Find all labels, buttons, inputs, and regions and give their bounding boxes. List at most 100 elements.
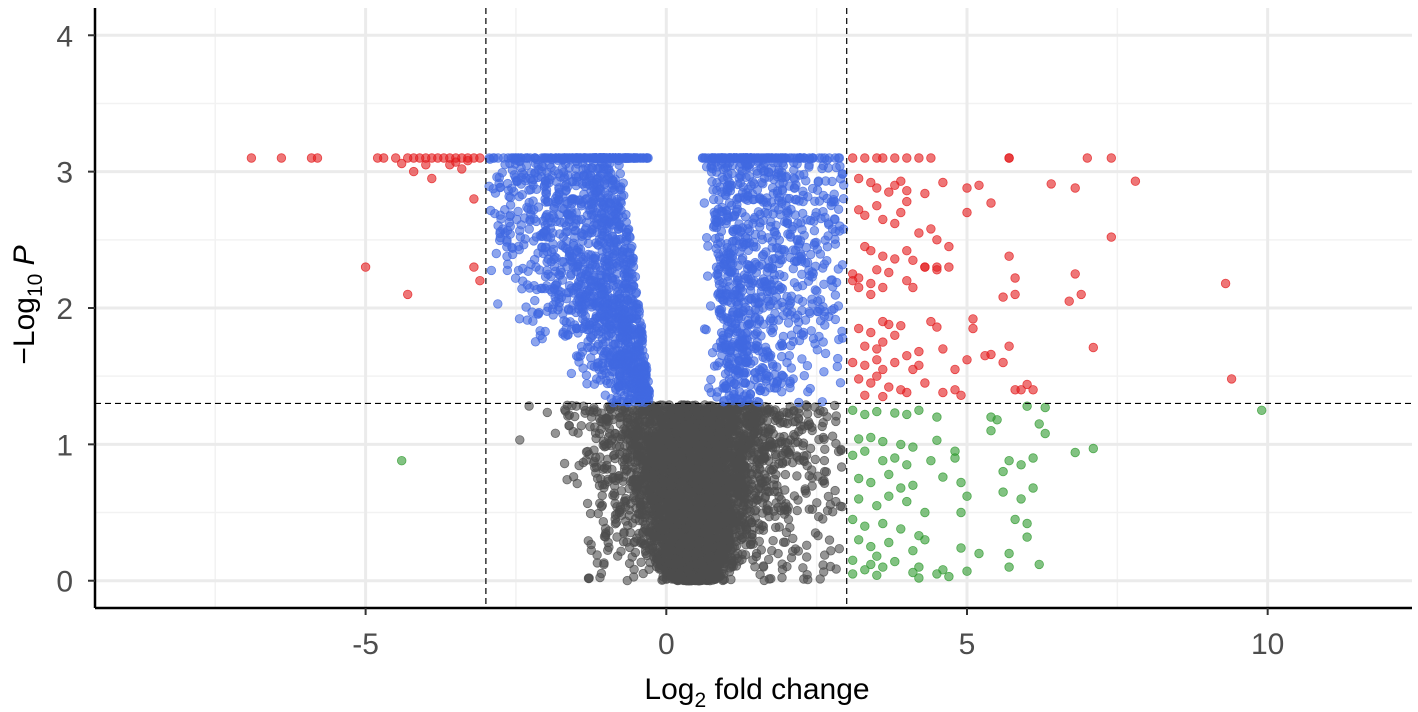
not-significant-point: [665, 490, 676, 500]
not-significant-point: [814, 434, 824, 445]
not-significant-point: [631, 486, 642, 496]
not-significant-point: [746, 539, 756, 550]
not-significant-point: [621, 516, 631, 526]
not-significant-point: [741, 411, 752, 421]
not-significant-point: [559, 458, 570, 469]
not-significant-point: [592, 462, 602, 472]
not-significant-point: [790, 438, 800, 448]
not-significant-point: [784, 408, 795, 419]
not-significant-point: [834, 544, 845, 554]
not-significant-point: [778, 537, 789, 547]
not-significant-point: [568, 472, 579, 482]
not-significant-point: [837, 502, 847, 512]
not-significant-point: [799, 456, 810, 467]
not-significant-point: [819, 478, 830, 489]
not-significant-point: [802, 570, 812, 580]
not-significant-point: [596, 424, 606, 434]
not-significant-point: [783, 514, 794, 525]
not-significant-point: [599, 558, 609, 568]
not-significant-point: [831, 411, 842, 421]
not-significant-point: [602, 413, 612, 424]
not-significant-point: [830, 485, 840, 496]
not-significant-point: [582, 498, 593, 509]
not-significant-point: [592, 550, 602, 560]
not-significant-point: [796, 421, 806, 431]
not-significant-point: [768, 536, 778, 546]
not-significant-point: [599, 483, 609, 493]
not-significant-point: [807, 422, 817, 433]
not-significant-point: [734, 439, 745, 449]
not-significant-point: [768, 429, 779, 439]
not-significant-point: [595, 452, 605, 462]
not-significant-point: [627, 552, 637, 562]
not-significant-point: [656, 487, 667, 498]
not-significant-point: [798, 563, 808, 573]
not-significant-point: [612, 532, 622, 542]
not-significant-point: [515, 435, 525, 445]
not-significant-point: [780, 469, 791, 480]
not-significant-point: [611, 441, 622, 452]
not-significant-point: [585, 422, 595, 432]
not-significant-point: [550, 428, 561, 439]
not-significant-point: [654, 555, 664, 566]
not-significant-point: [770, 449, 781, 460]
not-significant-point: [810, 454, 821, 465]
not-significant-point: [802, 552, 812, 562]
not-significant-point: [788, 533, 798, 544]
not-significant-point: [754, 482, 765, 492]
not-significant-point: [771, 522, 781, 533]
not-significant-point: [636, 557, 646, 568]
not-significant-point: [804, 504, 815, 514]
not-significant-point: [646, 447, 657, 457]
not-significant-point: [800, 484, 810, 494]
not-significant-point: [818, 514, 828, 524]
not-significant-point: [755, 569, 765, 580]
not-significant-point: [728, 421, 739, 432]
not-significant-point: [818, 560, 828, 570]
not-significant-point: [595, 572, 605, 583]
not-significant-points: [515, 400, 847, 586]
not-significant-point: [601, 529, 611, 540]
not-significant-point: [773, 487, 783, 497]
not-significant-point: [721, 415, 731, 426]
not-significant-point: [610, 519, 621, 529]
not-significant-point: [819, 455, 830, 466]
not-significant-point: [738, 500, 749, 510]
not-significant-point: [751, 418, 761, 428]
not-significant-point: [774, 438, 784, 448]
not-significant-point: [615, 412, 626, 422]
not-significant-point: [737, 532, 748, 543]
not-significant-point: [762, 416, 772, 426]
not-significant-point: [820, 550, 830, 560]
not-significant-point: [807, 465, 817, 475]
not-significant-point: [597, 490, 607, 501]
not-significant-point: [785, 522, 795, 533]
not-significant-point: [642, 550, 652, 561]
not-significant-point: [596, 501, 607, 512]
not-significant-point: [828, 507, 838, 517]
not-significant-point: [564, 420, 574, 431]
not-significant-point: [774, 459, 784, 469]
not-significant-point: [542, 407, 553, 418]
not-significant-point: [773, 548, 783, 559]
not-significant-point: [823, 491, 834, 502]
not-significant-point: [638, 528, 648, 538]
not-significant-point: [754, 463, 764, 474]
not-significant-point: [763, 404, 773, 415]
not-significant-point: [789, 429, 799, 440]
not-significant-point: [793, 408, 804, 418]
not-significant-point: [792, 505, 802, 516]
not-significant-point: [815, 405, 825, 416]
not-significant-point: [813, 531, 823, 541]
not-significant-point: [805, 443, 816, 454]
not-significant-point: [603, 545, 613, 556]
not-significant-point: [609, 488, 619, 498]
not-significant-point: [647, 410, 658, 421]
not-significant-point: [761, 476, 772, 486]
not-significant-point: [588, 407, 598, 417]
not-significant-point: [610, 498, 620, 509]
not-significant-point: [802, 409, 813, 419]
not-significant-point: [621, 434, 632, 444]
not-significant-point: [820, 444, 830, 455]
